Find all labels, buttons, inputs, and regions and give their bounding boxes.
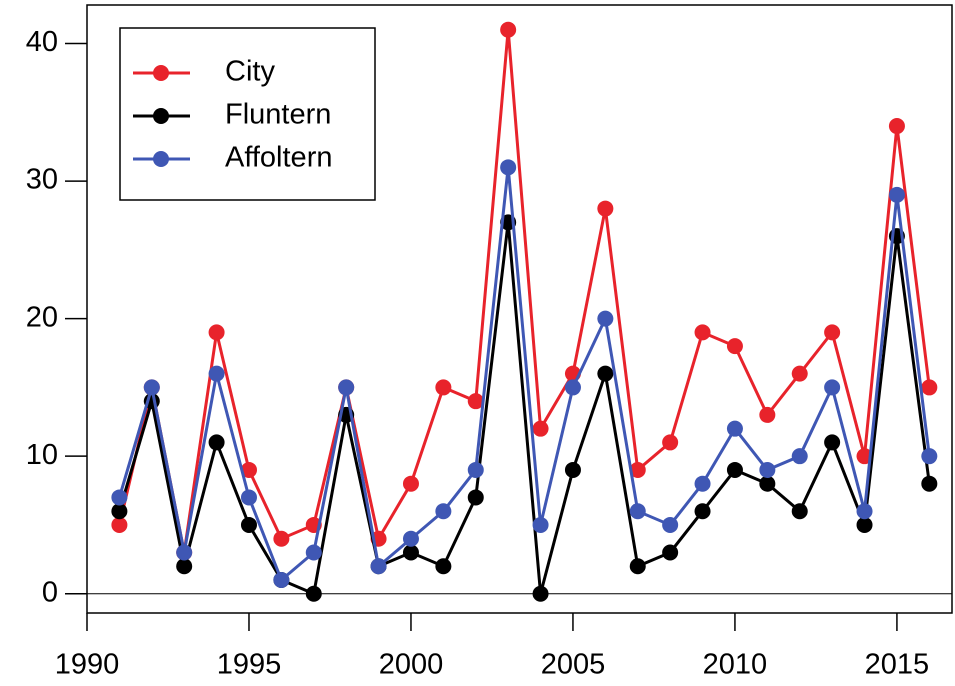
point xyxy=(856,516,873,533)
point xyxy=(791,503,808,520)
point xyxy=(791,448,808,465)
point xyxy=(240,516,257,533)
point xyxy=(824,324,841,341)
point xyxy=(532,420,549,437)
x-tick-label: 2005 xyxy=(541,649,606,681)
point xyxy=(208,365,225,382)
point xyxy=(435,558,452,575)
point xyxy=(402,475,419,492)
point xyxy=(662,434,679,451)
point xyxy=(564,379,581,396)
point xyxy=(176,544,193,561)
point xyxy=(273,530,290,547)
x-tick-label: 2000 xyxy=(379,649,444,681)
plot-frame xyxy=(86,4,953,614)
point xyxy=(824,434,841,451)
point xyxy=(564,461,581,478)
point xyxy=(662,516,679,533)
x-tick-label: 2010 xyxy=(703,649,768,681)
point xyxy=(791,365,808,382)
point xyxy=(662,544,679,561)
series xyxy=(111,159,938,588)
point xyxy=(888,118,905,135)
point xyxy=(726,461,743,478)
legend-label: Affoltern xyxy=(225,142,332,174)
point xyxy=(856,503,873,520)
y-tick-label: 10 xyxy=(26,439,58,471)
point xyxy=(532,585,549,602)
y-tick-label: 40 xyxy=(26,26,58,58)
point xyxy=(338,379,355,396)
point xyxy=(500,21,517,38)
legend-marker xyxy=(153,108,169,124)
point xyxy=(921,448,938,465)
point xyxy=(208,324,225,341)
legend-label: City xyxy=(225,56,275,88)
point xyxy=(629,461,646,478)
legend-label: Fluntern xyxy=(225,99,331,131)
point xyxy=(370,558,387,575)
point xyxy=(888,186,905,203)
point xyxy=(759,406,776,423)
legend-marker xyxy=(153,65,169,81)
y-tick-label: 0 xyxy=(42,576,58,608)
point xyxy=(597,365,614,382)
point xyxy=(111,503,128,520)
point xyxy=(240,489,257,506)
point xyxy=(629,503,646,520)
point xyxy=(467,393,484,410)
point xyxy=(532,516,549,533)
point xyxy=(143,379,160,396)
point xyxy=(273,571,290,588)
x-tick-label: 1990 xyxy=(55,649,120,681)
y-tick-label: 30 xyxy=(26,164,58,196)
point xyxy=(176,558,193,575)
series xyxy=(111,21,938,561)
point xyxy=(597,200,614,217)
point xyxy=(435,379,452,396)
point xyxy=(921,379,938,396)
point xyxy=(467,461,484,478)
point xyxy=(467,489,484,506)
series xyxy=(111,214,938,602)
legend-marker xyxy=(153,151,169,167)
point xyxy=(240,461,257,478)
point xyxy=(726,338,743,355)
point xyxy=(208,434,225,451)
point xyxy=(500,159,517,176)
point xyxy=(726,420,743,437)
y-tick-label: 20 xyxy=(26,301,58,333)
point xyxy=(402,530,419,547)
point xyxy=(824,379,841,396)
point xyxy=(435,503,452,520)
point xyxy=(305,544,322,561)
series-line xyxy=(117,222,931,596)
point xyxy=(111,489,128,506)
point xyxy=(759,475,776,492)
point xyxy=(305,585,322,602)
point xyxy=(111,516,128,533)
point xyxy=(597,310,614,327)
point xyxy=(694,475,711,492)
point xyxy=(694,324,711,341)
point xyxy=(759,461,776,478)
x-tick-label: 1995 xyxy=(217,649,282,681)
legend: City Fluntern Affoltern xyxy=(119,27,376,201)
point xyxy=(402,544,419,561)
point xyxy=(921,475,938,492)
point xyxy=(629,558,646,575)
x-tick-label: 2015 xyxy=(865,649,930,681)
series-line xyxy=(117,29,931,553)
point xyxy=(694,503,711,520)
